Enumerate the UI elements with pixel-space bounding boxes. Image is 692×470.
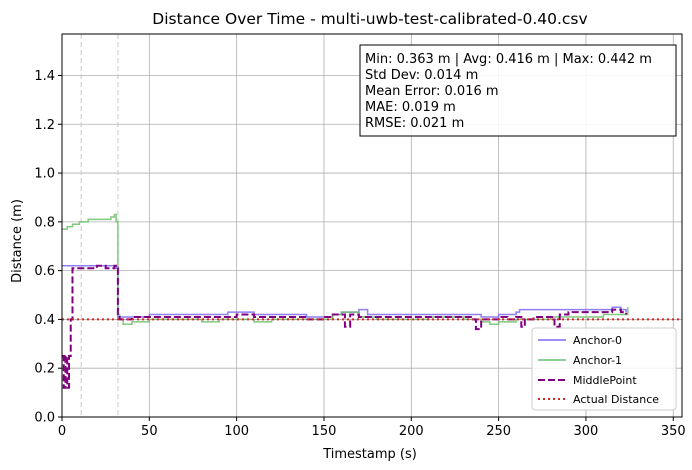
stats-box-frame bbox=[359, 44, 677, 137]
y-tick-label: 1.0 bbox=[34, 167, 55, 182]
x-tick-label: 250 bbox=[486, 424, 511, 439]
x-tick-label: 100 bbox=[224, 424, 249, 439]
y-tick-label: 0.4 bbox=[34, 313, 55, 328]
x-tick-label: 50 bbox=[141, 424, 158, 439]
stats-line-std-dev: Std Dev: 0.014 m bbox=[365, 68, 478, 83]
x-tick-label: 0 bbox=[58, 424, 66, 439]
series-line-anchor-1 bbox=[62, 213, 629, 326]
x-tick-label: 350 bbox=[661, 424, 686, 439]
y-axis-label: Distance (m) bbox=[10, 199, 25, 283]
legend-label-actual-distance: Actual Distance bbox=[573, 393, 659, 406]
series-line-middlepoint bbox=[62, 264, 628, 389]
series-line-anchor-0 bbox=[62, 265, 627, 318]
x-axis-label: Timestamp (s) bbox=[322, 447, 417, 462]
legend-frame bbox=[531, 327, 677, 411]
legend-label-anchor-1: Anchor-1 bbox=[573, 354, 622, 367]
stats-line-range: Min: 0.363 m | Avg: 0.416 m | Max: 0.442… bbox=[365, 52, 652, 67]
chart-title: Distance Over Time - multi-uwb-test-cali… bbox=[152, 10, 587, 28]
y-tick-label: 0.6 bbox=[34, 264, 55, 279]
axis-ticks: 0 50 100 150 200 250 300 350 0.0 0.2 0.4 0.6 0.8 1.0 1… bbox=[34, 69, 685, 439]
x-tick-label: 300 bbox=[574, 424, 599, 439]
stats-line-mae: MAE: 0.019 m bbox=[365, 100, 456, 115]
y-tick-label: 0.2 bbox=[34, 362, 55, 377]
y-tick-label: 1.2 bbox=[34, 118, 55, 133]
series-lines bbox=[62, 213, 682, 389]
plot-frame bbox=[61, 33, 683, 418]
x-tick-label: 150 bbox=[312, 424, 337, 439]
stats-line-rmse: RMSE: 0.021 m bbox=[365, 116, 464, 131]
y-tick-label: 0.0 bbox=[34, 411, 55, 426]
y-tick-label: 0.8 bbox=[34, 215, 55, 230]
legend-label-anchor-0: Anchor-0 bbox=[573, 334, 622, 347]
x-tick-label: 200 bbox=[399, 424, 424, 439]
legend-label-middlepoint: MiddlePoint bbox=[573, 374, 637, 387]
stats-box: Min: 0.363 m | Avg: 0.416 m | Max: 0.442… bbox=[359, 44, 677, 137]
y-tick-label: 1.4 bbox=[34, 69, 55, 84]
stats-line-mean-error: Mean Error: 0.016 m bbox=[365, 84, 499, 99]
vertical-markers bbox=[80, 34, 119, 417]
legend: Anchor-0 Anchor-1 MiddlePoint Actual Dis… bbox=[531, 327, 677, 411]
